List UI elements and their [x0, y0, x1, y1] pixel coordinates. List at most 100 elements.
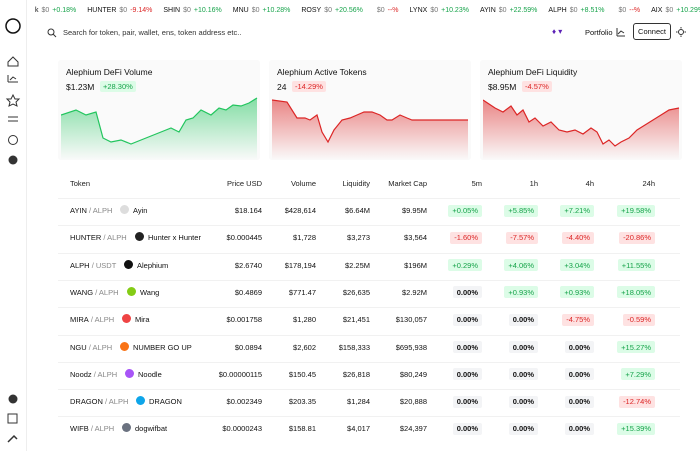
row-divider [58, 279, 680, 281]
connect-button[interactable]: Connect [633, 23, 671, 40]
ticker-item: MNU $0 +10.28% [233, 7, 291, 14]
ticker-item: AYIN $0 +22.59% [480, 7, 537, 14]
token-name: Noodle [138, 369, 162, 379]
change-badge: 0.00% [452, 341, 482, 353]
ticker-change: +10.28% [262, 6, 291, 14]
ticker-symbol: ROSY [301, 6, 322, 14]
pair: AYIN / ALPH [70, 206, 112, 215]
pair: WANG / ALPH [70, 288, 119, 297]
row-divider [58, 198, 680, 199]
ticker-price: $0 [251, 6, 260, 14]
row-divider [58, 307, 680, 309]
card-value: $8.95M [488, 82, 517, 92]
ticker-price: $0 [430, 6, 439, 14]
network-select[interactable]: ♦ ▾ [552, 27, 563, 36]
row-divider [58, 389, 680, 391]
search-input[interactable]: Search for token, pair, wallet, ens, tok… [63, 28, 242, 37]
pair: Noodz / ALPH [70, 370, 117, 379]
token-name: Alephium [137, 260, 169, 270]
token-icon [127, 286, 136, 296]
token-icon [124, 259, 133, 269]
table-cell: $3,564 [404, 233, 427, 243]
change-badge: 0.00% [452, 422, 482, 435]
change-badge: +15.39% [617, 422, 655, 435]
change-badge: +3.04% [560, 259, 594, 272]
ticker-price: $0 [41, 6, 50, 14]
ticker-symbol: ALPH [548, 6, 567, 14]
ticker-symbol: LYNX [409, 6, 428, 14]
token-icon [135, 232, 144, 242]
stat-card: Alephium DeFi Liquidity $8.95M -4.57% [480, 60, 682, 160]
ticker-item: k $0 +0.18% [35, 7, 76, 14]
pair-base: WANG [70, 287, 94, 297]
ticker-price: $0 [618, 6, 627, 14]
column-header: 24h [642, 179, 655, 188]
change-badge: +7.21% [560, 204, 594, 217]
column-header: 5m [471, 179, 482, 188]
table-cell: $0.0894 [234, 342, 262, 352]
pair-quote: / ALPH [93, 369, 118, 379]
change-badge: 0.00% [452, 395, 482, 408]
token-icon [122, 423, 131, 433]
table-cell: $24,397 [399, 424, 427, 434]
sparkline [61, 97, 258, 160]
sparkline [483, 99, 680, 160]
sidebar-icons [5, 18, 21, 443]
table-cell: $203.35 [288, 397, 316, 407]
token-name: Hunter x Hunter [148, 233, 201, 243]
change-badge: +5.85% [504, 204, 538, 217]
pair-quote: / ALPH [90, 315, 115, 325]
change-badge: 0.00% [564, 395, 594, 408]
change-badge: 0.00% [564, 368, 594, 381]
card-change: -14.29% [292, 81, 326, 92]
portfolio-button[interactable]: Portfolio [585, 28, 613, 37]
change-badge: +7.29% [621, 368, 655, 381]
token-name: Wang [140, 287, 160, 297]
change-badge: +15.27% [617, 341, 655, 353]
ticker-price: $0 [498, 6, 507, 14]
row-divider [58, 334, 680, 336]
ticker-item: $0 --% [615, 7, 640, 14]
pair-quote: / ALPH [103, 233, 127, 243]
change-badge: +18.05% [617, 286, 655, 299]
pair-base: MIRA [70, 315, 89, 325]
column-header: Volume [290, 179, 316, 188]
table-cell: $0.00000115 [218, 369, 262, 379]
card-title: Alephium Active Tokens [277, 67, 367, 77]
stat-card: Alephium DeFi Volume $1.23M +28.30% [58, 60, 260, 160]
table-cell: $2.6740 [234, 260, 262, 270]
table-cell: $150.45 [288, 369, 316, 379]
table-cell: $1,280 [293, 315, 316, 325]
theme-toggle[interactable] [676, 27, 686, 37]
column-header: Token [70, 179, 91, 188]
token-icon [122, 314, 131, 324]
token-name: Mira [135, 315, 150, 325]
table-cell: $158.81 [288, 424, 316, 434]
pair-quote: / ALPH [105, 397, 129, 407]
portfolio-icon [616, 28, 625, 37]
pair-quote: / ALPH [88, 342, 113, 352]
pair-base: AYIN [70, 206, 87, 215]
pair-base: DRAGON [70, 397, 103, 407]
ticker-item: LYNX $0 +10.23% [410, 7, 469, 14]
column-header: Market Cap [388, 179, 427, 188]
pair-base: NGU [70, 342, 87, 352]
table-cell: $20,888 [399, 397, 427, 407]
table-cell: $2,602 [293, 342, 316, 352]
table-cell: $4,017 [347, 424, 370, 434]
change-badge: -4.40% [562, 231, 594, 244]
change-badge: 0.00% [508, 368, 538, 381]
search-icon [47, 28, 57, 38]
table-cell: $130,057 [395, 315, 427, 325]
change-badge: +4.06% [504, 259, 538, 272]
table-cell: $80,249 [399, 369, 427, 379]
change-badge: +0.93% [504, 286, 538, 299]
table-cell: $26,635 [342, 287, 370, 297]
pair-base: WIFB [70, 424, 89, 434]
row-divider [58, 225, 680, 227]
table-cell: $2.92M [401, 287, 427, 297]
ticker-change: +10.29% [676, 6, 700, 14]
token-icon [136, 396, 145, 406]
token-icon [120, 205, 129, 214]
ticker-item: ALPH $0 +8.51% [548, 7, 604, 14]
